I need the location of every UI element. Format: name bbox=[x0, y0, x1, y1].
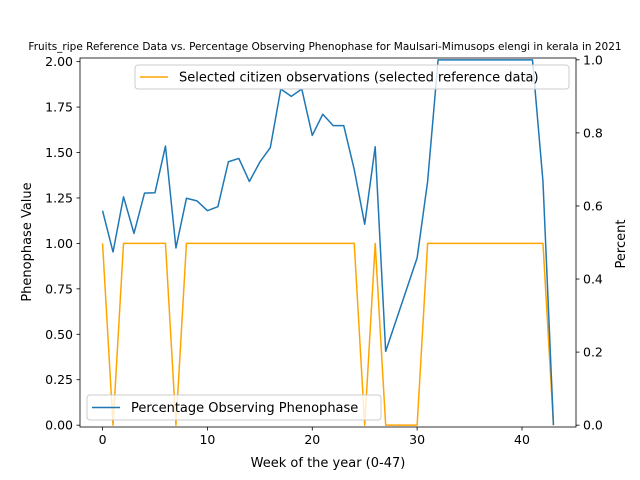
x-tick-label: 20 bbox=[304, 432, 320, 447]
y-axis-left-label: Phenophase Value bbox=[20, 182, 35, 301]
y-right-tick-label: 0.0 bbox=[583, 418, 603, 433]
axes-layer: 0 10 20 30 40 0.00 0.25 0.50 0.75 1.00 1.25 1.50 1.7… bbox=[45, 52, 603, 447]
x-tick-label: 10 bbox=[199, 432, 215, 447]
y-left-tick-label: 0.00 bbox=[45, 418, 73, 433]
y-left-tick-label: 1.25 bbox=[45, 190, 73, 205]
legend-label: Selected citizen observations (selected … bbox=[179, 71, 539, 86]
legend-0: Selected citizen observations (selected … bbox=[134, 64, 570, 90]
y-right-tick-label: 0.8 bbox=[583, 125, 603, 140]
legend-layer: Selected citizen observations (selected … bbox=[86, 64, 570, 421]
x-tick-label: 0 bbox=[99, 432, 107, 447]
y-right-tick-label: 0.2 bbox=[583, 345, 603, 360]
legend-1: Percentage Observing Phenophase bbox=[86, 394, 382, 421]
y-left-tick-label: 2.00 bbox=[45, 54, 73, 69]
y-right-tick-label: 1.0 bbox=[583, 52, 603, 67]
y-left-tick-label: 1.50 bbox=[45, 145, 73, 160]
legend-box bbox=[86, 394, 382, 421]
y-right-tick-label: 0.4 bbox=[583, 272, 603, 287]
legend-label: Percentage Observing Phenophase bbox=[131, 401, 358, 416]
series-line-1 bbox=[101, 59, 555, 426]
chart-title: Fruits_ripe Reference Data vs. Percentag… bbox=[28, 41, 621, 53]
y-left-tick-label: 0.25 bbox=[45, 372, 73, 387]
y-left-tick-label: 0.75 bbox=[45, 281, 73, 296]
y-left-tick-label: 0.50 bbox=[45, 327, 73, 342]
x-tick-label: 30 bbox=[409, 432, 425, 447]
y-axis-right-label: Percent bbox=[614, 220, 629, 269]
y-left-tick-label: 1.00 bbox=[45, 236, 73, 251]
plot-frame bbox=[79, 57, 577, 428]
y-left-tick-label: 1.75 bbox=[45, 100, 73, 115]
x-tick-label: 40 bbox=[514, 432, 530, 447]
y-right-tick-label: 0.6 bbox=[583, 198, 603, 213]
legend-box bbox=[134, 64, 570, 90]
x-axis-label: Week of the year (0-47) bbox=[251, 456, 406, 471]
